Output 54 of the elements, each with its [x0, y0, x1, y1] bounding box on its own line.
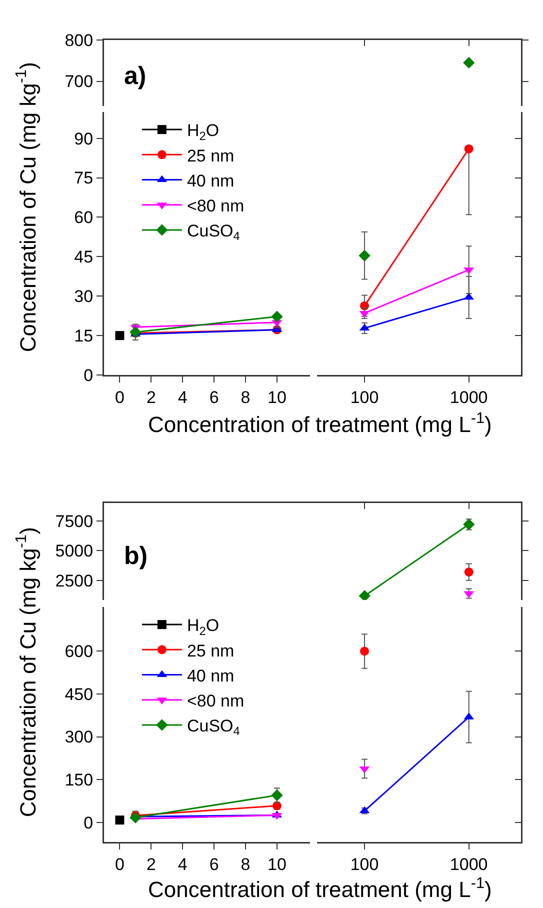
- y-tick-label: 150: [64, 770, 94, 790]
- y-tick-label: 30: [74, 287, 94, 306]
- x-tick-label: 100: [350, 388, 379, 407]
- y-tick-label: 60: [74, 208, 94, 228]
- x-tick-label: 0: [114, 388, 124, 407]
- point: [358, 590, 370, 600]
- x-tick-label: 10: [268, 388, 286, 407]
- x-tick-label: 0: [114, 854, 124, 874]
- legend-label: CuSO$_{4}$: [186, 716, 240, 738]
- legend-label: 40 nm: [186, 171, 234, 190]
- point: [358, 250, 370, 262]
- legend-label: 25 nm: [186, 146, 234, 166]
- x-tick-label: 4: [178, 854, 188, 874]
- legend-label: H$_{2}$O: [186, 616, 220, 638]
- x-tick-label: 8: [240, 388, 250, 407]
- legend-label: <80 nm: [186, 691, 244, 710]
- y-tick-label: 15: [74, 326, 94, 346]
- y-tick-label: 600: [64, 642, 94, 662]
- point: [463, 518, 475, 530]
- y-tick-label: 2500: [55, 571, 94, 590]
- x-axis-title: Concentration of treatment (mg L$^{-1}$): [148, 410, 492, 438]
- x-tick-label: 1000: [450, 388, 488, 407]
- point: [464, 568, 474, 577]
- x-tick-label: 4: [178, 388, 188, 407]
- y-tick-label: 45: [74, 248, 94, 267]
- point: [464, 144, 474, 154]
- point: [115, 816, 124, 825]
- y-tick-label: 800: [64, 30, 94, 50]
- legend-label: 25 nm: [186, 641, 234, 660]
- text: b): [124, 542, 148, 570]
- y-tick-label: 300: [64, 728, 94, 747]
- x-tick-label: 2: [146, 854, 156, 874]
- legend-label: <80 nm: [186, 196, 244, 216]
- x-tick-label: 100: [350, 854, 379, 874]
- text: a): [124, 62, 146, 90]
- x-tick-label: 10: [268, 854, 286, 874]
- y-tick-label: 0: [84, 366, 94, 385]
- y-tick-label: 7500: [55, 512, 94, 531]
- x-tick-label: 6: [209, 388, 219, 407]
- legend-label: CuSO$_{4}$: [186, 222, 240, 244]
- x-tick-label: 6: [209, 854, 219, 874]
- legend-label: 40 nm: [186, 666, 234, 686]
- y-tick-label: 90: [74, 129, 94, 148]
- y-tick-label: 450: [64, 684, 94, 704]
- y-tick-label: 0: [84, 813, 94, 832]
- legend-label: H$_{2}$O: [186, 121, 220, 143]
- x-tick-label: 1000: [450, 854, 488, 874]
- point: [271, 789, 283, 802]
- x-tick-label: 2: [146, 388, 156, 407]
- y-tick-label: 700: [64, 72, 94, 92]
- y-tick-label: 75: [74, 168, 94, 188]
- x-axis-title: Concentration of treatment (mg L$^{-1}$): [148, 875, 492, 902]
- y-tick-label: 5000: [55, 542, 94, 561]
- x-tick-label: 8: [240, 854, 250, 874]
